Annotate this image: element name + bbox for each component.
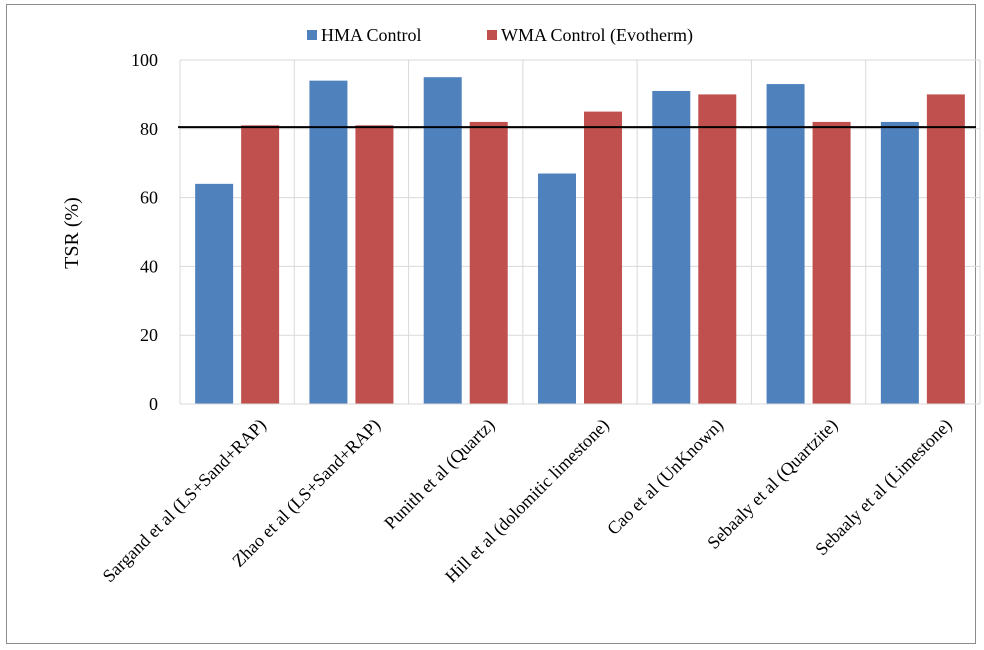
bar-wma [355,125,394,405]
y-axis-title: TSR (%) [61,197,83,269]
y-tick-label: 40 [140,256,158,276]
bar-hma [195,183,234,404]
bar-wma [584,111,622,404]
y-tick-label: 80 [140,119,158,139]
y-tick-label: 60 [140,188,158,208]
legend-swatch-wma [487,30,497,40]
bar-wma [926,94,965,405]
bar-wma [812,121,851,405]
x-tick-label: Cao et al (UnKnown) [603,415,728,540]
y-tick-label: 0 [149,394,158,414]
x-tick-label: Punith et al (Quartz) [380,415,499,534]
gridlines [179,59,981,404]
bar-wma [469,121,508,405]
bar-wma [698,94,737,405]
y-tick-label: 20 [140,325,158,345]
legend-swatch-hma [307,30,317,40]
bar-hma [309,80,348,404]
bar-hma [880,121,919,405]
bars [195,77,965,405]
bar-hma [766,84,805,404]
bar-hma [423,77,462,404]
x-tick-label: Sebaaly et al (Quartzite) [703,415,842,554]
legend-label-hma: HMA Control [321,25,422,45]
legend-label-wma: WMA Control (Evotherm) [501,25,693,46]
bar-hma [652,90,691,405]
bar-hma [538,173,576,404]
y-tick-label: 100 [131,50,158,70]
legend: HMA Control WMA Control (Evotherm) [307,25,693,46]
bar-wma [241,125,280,405]
